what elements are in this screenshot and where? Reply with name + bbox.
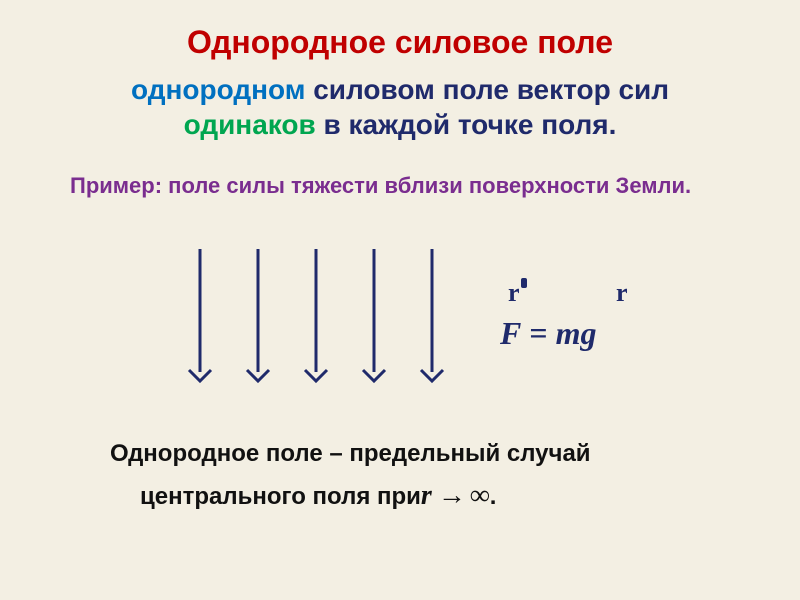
formula-equals: = — [521, 315, 555, 351]
subtitle-text-1: силовом поле вектор сил — [305, 74, 669, 105]
subtitle-highlight-2: одинаков — [184, 109, 316, 140]
subtitle: однородном силовом поле вектор сил одина… — [0, 72, 800, 142]
subtitle-highlight-1: однородном — [131, 74, 306, 105]
vector-symbol-right: r — [616, 278, 628, 308]
formula-rhs: mg — [556, 315, 597, 351]
field-arrows-diagram — [180, 245, 460, 385]
formula: F = mg — [500, 315, 596, 352]
infinity-icon: ∞ — [470, 480, 490, 511]
slide: Однородное силовое поле однородном силов… — [0, 0, 800, 600]
vector-symbol-left: r — [508, 278, 520, 308]
example-label: Пример: — [70, 173, 162, 198]
vector-dot-icon — [521, 278, 527, 288]
page-title: Однородное силовое поле — [0, 24, 800, 61]
formula-F: F — [500, 315, 521, 351]
bottom-line-2-period: . — [490, 483, 497, 510]
arrow-right-icon: → — [434, 480, 470, 511]
example-body: поле силы тяжести вблизи поверхности Зем… — [162, 173, 691, 198]
subtitle-text-2: в каждой точке поля. — [316, 109, 617, 140]
bottom-line-2-r: r — [421, 480, 434, 511]
example-text: Пример: поле силы тяжести вблизи поверхн… — [70, 172, 730, 201]
bottom-line-2: центрального поля приr→∞. — [140, 480, 496, 512]
bottom-line-1: Однородное поле – предельный случай — [110, 440, 591, 468]
bottom-line-2a: центрального поля при — [140, 483, 421, 510]
